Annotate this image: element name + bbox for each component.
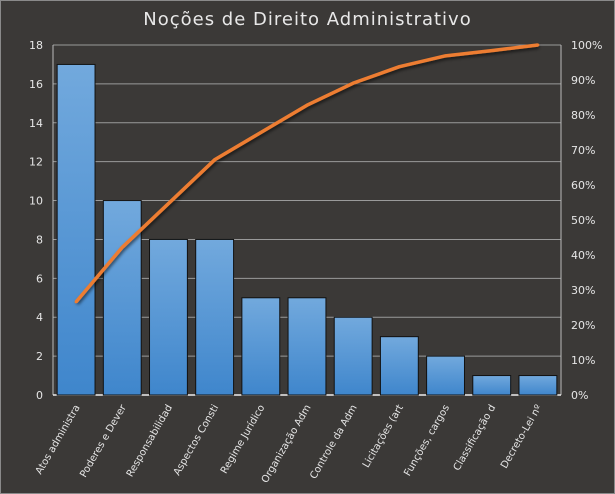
x-tick-label: Regime Jurídico (218, 403, 267, 476)
line-point (444, 54, 448, 58)
y-tick-label: 16 (29, 78, 43, 91)
bar (518, 375, 558, 396)
bar (102, 200, 142, 396)
y2-tick-label: 70% (571, 144, 595, 157)
x-tick-label: Licitações (art (361, 403, 406, 470)
line-point (74, 300, 78, 304)
bar (426, 355, 465, 396)
y-tick-label: 10 (29, 195, 43, 208)
line-point (120, 245, 124, 249)
y-tick-label: 18 (29, 39, 43, 52)
y2-tick-label: 40% (571, 249, 595, 262)
y-tick-label: 4 (36, 311, 43, 324)
y2-tick-label: 100% (571, 39, 602, 52)
y2-tick-label: 20% (571, 319, 595, 332)
line-point (213, 158, 217, 162)
line-point (490, 49, 494, 53)
x-tick-label: Controle da Adm (308, 403, 359, 481)
y2-tick-label: 60% (571, 179, 595, 192)
y2-tick-label: 30% (571, 284, 595, 297)
line-point (397, 65, 401, 69)
y-tick-label: 12 (29, 156, 43, 169)
bar (379, 336, 419, 396)
line-point (305, 103, 309, 107)
x-tick-label: Organização Adm (260, 403, 314, 485)
bar (241, 297, 281, 396)
bar (333, 316, 373, 396)
x-tick-label: Aspectos Consti (172, 403, 221, 478)
x-tick-label: Atos administra (34, 403, 83, 477)
y-tick-label: 14 (29, 117, 43, 130)
y-tick-label: 6 (36, 272, 43, 285)
x-tick-label: Decreto-Lei nº (499, 403, 545, 471)
chart-title: Noções de Direito Administrativo (143, 9, 472, 30)
y2-tick-label: 10% (571, 354, 595, 367)
bar (56, 63, 96, 396)
x-tick-label: Classificação d (452, 403, 499, 473)
bar (287, 297, 327, 396)
y2-tick-label: 90% (571, 74, 595, 87)
line-point (259, 131, 263, 134)
bar (149, 238, 188, 396)
x-tick-label: Funções, cargos (402, 403, 452, 478)
x-tick-label: Poderes e Dever (78, 402, 129, 479)
x-tick-label: Responsabilidad (125, 403, 175, 479)
line-point (351, 81, 355, 85)
y-tick-label: 8 (36, 233, 43, 246)
bar (472, 375, 512, 396)
y2-tick-label: 0% (571, 389, 588, 402)
y2-tick-label: 80% (571, 109, 595, 122)
line-point (166, 202, 170, 206)
y2-tick-label: 50% (571, 214, 595, 227)
y-tick-label: 0 (36, 389, 43, 402)
line-point (536, 43, 540, 47)
bar (195, 238, 235, 396)
y-tick-label: 2 (36, 350, 43, 363)
